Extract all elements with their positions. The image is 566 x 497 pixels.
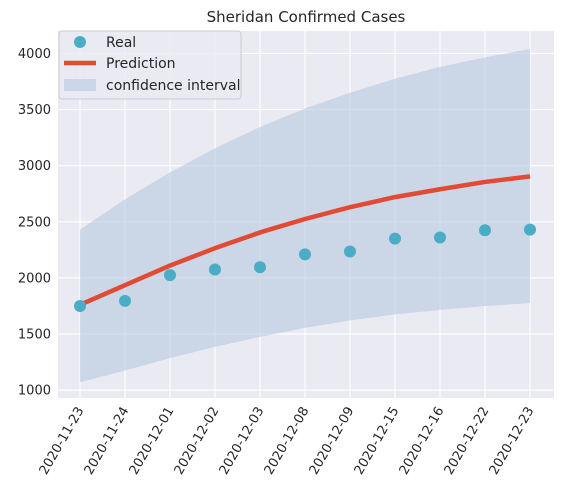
real-point: [209, 263, 221, 276]
y-tick-label: 2000: [18, 271, 51, 286]
x-tick-label: 2020-12-03: [217, 405, 268, 478]
y-axis-ticks: 1000 1500 2000 2500 3000 3500 4000: [18, 47, 51, 399]
legend-label-real: Real: [106, 35, 136, 51]
x-tick-label: 2020-12-08: [262, 405, 313, 478]
y-tick-label: 1000: [18, 384, 51, 399]
real-point: [524, 223, 536, 236]
x-tick-label: 2020-12-22: [442, 405, 493, 478]
real-points-layer: [74, 223, 536, 312]
real-point: [254, 261, 266, 274]
real-point: [74, 299, 86, 312]
x-tick-label: 2020-12-09: [307, 405, 358, 478]
x-tick-label: 2020-12-23: [487, 405, 538, 478]
x-axis-ticks: 2020-11-232020-11-242020-12-012020-12-02…: [37, 405, 538, 478]
legend-label-confidence-interval: confidence interval: [106, 78, 240, 94]
real-point: [164, 269, 176, 282]
prediction-line-layer: [79, 174, 531, 307]
prediction-line: [79, 174, 531, 307]
x-tick-label: 2020-12-16: [397, 405, 448, 478]
y-tick-label: 3000: [18, 159, 51, 174]
y-tick-label: 4000: [18, 47, 51, 62]
confidence-band-layer: [80, 48, 530, 383]
real-point: [119, 294, 131, 307]
confidence-interval-band: [80, 48, 530, 383]
legend: Real Prediction confidence interval: [58, 30, 242, 100]
x-tick-label: 2020-12-15: [352, 405, 403, 478]
x-tick-label: 2020-12-02: [172, 405, 223, 478]
x-tick-label: 2020-12-01: [127, 405, 178, 478]
y-tick-label: 1500: [18, 328, 51, 343]
real-point: [479, 224, 491, 237]
real-point: [344, 245, 356, 258]
real-point: [434, 231, 446, 244]
real-point: [299, 248, 311, 261]
x-tick-label: 2020-11-23: [37, 405, 88, 478]
legend-label-prediction: Prediction: [106, 56, 176, 72]
chart-title: Sheridan Confirmed Cases: [207, 8, 406, 26]
x-tick-label: 2020-11-24: [82, 405, 133, 478]
y-tick-label: 2500: [18, 215, 51, 230]
y-tick-label: 3500: [18, 103, 51, 118]
legend-marker-real: [74, 36, 86, 48]
real-point: [389, 232, 401, 245]
legend-marker-confidence-interval: [64, 79, 96, 91]
legend-box: [58, 30, 242, 100]
